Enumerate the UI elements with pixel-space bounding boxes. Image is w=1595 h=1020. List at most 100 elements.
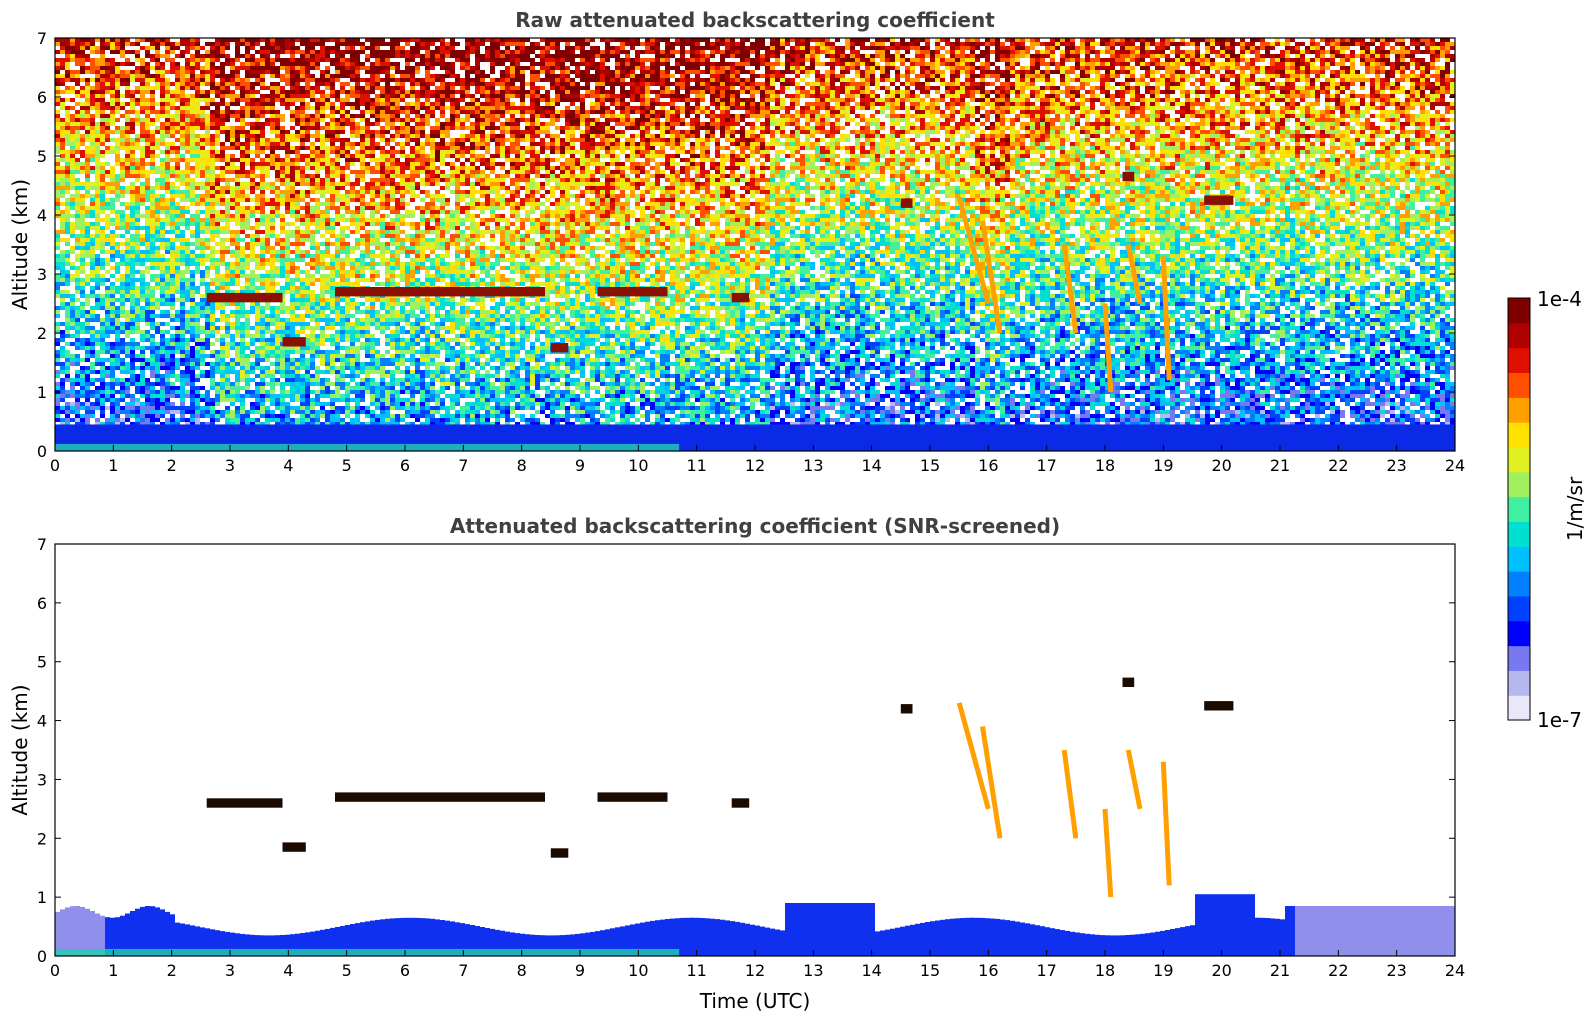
noise-cell bbox=[1030, 46, 1035, 50]
noise-cell bbox=[1005, 50, 1010, 54]
noise-cell bbox=[360, 102, 365, 106]
noise-cell bbox=[635, 110, 640, 114]
noise-cell bbox=[65, 74, 70, 78]
noise-cell bbox=[935, 42, 940, 46]
noise-cell bbox=[515, 70, 520, 74]
noise-cell bbox=[955, 90, 960, 94]
noise-cell bbox=[685, 58, 690, 62]
noise-cell bbox=[725, 70, 730, 74]
noise-cell bbox=[1260, 118, 1265, 122]
noise-cell bbox=[845, 46, 850, 50]
noise-cell bbox=[1005, 54, 1010, 58]
noise-cell bbox=[1350, 114, 1355, 118]
noise-cell bbox=[975, 90, 980, 94]
noise-cell bbox=[1400, 78, 1405, 82]
noise-cell bbox=[980, 122, 985, 126]
noise-cell bbox=[1230, 86, 1235, 90]
noise-cell bbox=[820, 78, 825, 82]
noise-cell bbox=[355, 86, 360, 90]
noise-cell bbox=[850, 94, 855, 98]
noise-cell bbox=[900, 38, 905, 42]
noise-cell bbox=[150, 58, 155, 62]
noise-cell bbox=[285, 46, 290, 50]
noise-cell bbox=[945, 114, 950, 118]
noise-cell bbox=[475, 90, 480, 94]
noise-cell bbox=[735, 82, 740, 86]
noise-cell bbox=[1440, 70, 1445, 74]
noise-cell bbox=[1185, 102, 1190, 106]
noise-cell bbox=[1375, 58, 1380, 62]
noise-cell bbox=[1155, 42, 1160, 46]
noise-cell bbox=[300, 122, 305, 126]
noise-cell bbox=[295, 46, 300, 50]
noise-cell bbox=[410, 66, 415, 70]
noise-cell bbox=[655, 46, 660, 50]
noise-cell bbox=[355, 54, 360, 58]
noise-cell bbox=[1275, 118, 1280, 122]
noise-cell bbox=[1080, 58, 1085, 62]
noise-cell bbox=[225, 86, 230, 90]
noise-cell bbox=[385, 50, 390, 54]
noise-cell bbox=[935, 110, 940, 114]
noise-cell bbox=[800, 54, 805, 58]
noise-cell bbox=[1395, 86, 1400, 90]
noise-cell bbox=[765, 94, 770, 98]
noise-cell bbox=[1210, 98, 1215, 102]
noise-cell bbox=[175, 62, 180, 66]
noise-cell bbox=[625, 90, 630, 94]
noise-cell bbox=[1305, 102, 1310, 106]
noise-cell bbox=[355, 98, 360, 102]
noise-cell bbox=[240, 82, 245, 86]
noise-cell bbox=[435, 102, 440, 106]
noise-cell bbox=[575, 82, 580, 86]
noise-cell bbox=[900, 82, 905, 86]
noise-cell bbox=[100, 86, 105, 90]
noise-cell bbox=[375, 46, 380, 50]
noise-cell bbox=[205, 58, 210, 62]
noise-cell bbox=[1020, 46, 1025, 50]
noise-cell bbox=[745, 90, 750, 94]
noise-cell bbox=[625, 118, 630, 122]
noise-cell bbox=[180, 102, 185, 106]
noise-cell bbox=[170, 70, 175, 74]
raw-backscatter-panel: Raw attenuated backscattering coefficien… bbox=[8, 8, 1465, 475]
noise-cell bbox=[305, 78, 310, 82]
noise-cell bbox=[535, 110, 540, 114]
noise-cell bbox=[205, 122, 210, 126]
noise-cell bbox=[905, 58, 910, 62]
noise-cell bbox=[290, 114, 295, 118]
noise-cell bbox=[175, 110, 180, 114]
noise-cell bbox=[590, 94, 595, 98]
noise-cell bbox=[600, 58, 605, 62]
noise-cell bbox=[1080, 106, 1085, 110]
noise-cell bbox=[1170, 78, 1175, 82]
noise-cell bbox=[640, 66, 645, 70]
noise-cell bbox=[225, 58, 230, 62]
noise-cell bbox=[460, 86, 465, 90]
noise-cell bbox=[1055, 106, 1060, 110]
noise-cell bbox=[1350, 54, 1355, 58]
noise-cell bbox=[960, 42, 965, 46]
noise-cell bbox=[1250, 50, 1255, 54]
noise-cell bbox=[375, 86, 380, 90]
noise-cell bbox=[1245, 58, 1250, 62]
noise-cell bbox=[770, 46, 775, 50]
noise-cell bbox=[1260, 78, 1265, 82]
noise-cell bbox=[820, 74, 825, 78]
noise-cell bbox=[675, 118, 680, 122]
noise-cell bbox=[155, 114, 160, 118]
noise-cell bbox=[295, 118, 300, 122]
noise-cell bbox=[185, 42, 190, 46]
noise-cell bbox=[440, 86, 445, 90]
noise-cell bbox=[475, 46, 480, 50]
noise-cell bbox=[740, 58, 745, 62]
noise-cell bbox=[865, 82, 870, 86]
noise-cell bbox=[1220, 46, 1225, 50]
noise-cell bbox=[635, 50, 640, 54]
noise-cell bbox=[1325, 110, 1330, 114]
noise-cell bbox=[340, 82, 345, 86]
noise-cell bbox=[1135, 122, 1140, 126]
noise-cell bbox=[155, 46, 160, 50]
noise-cell bbox=[335, 70, 340, 74]
noise-cell bbox=[535, 78, 540, 82]
